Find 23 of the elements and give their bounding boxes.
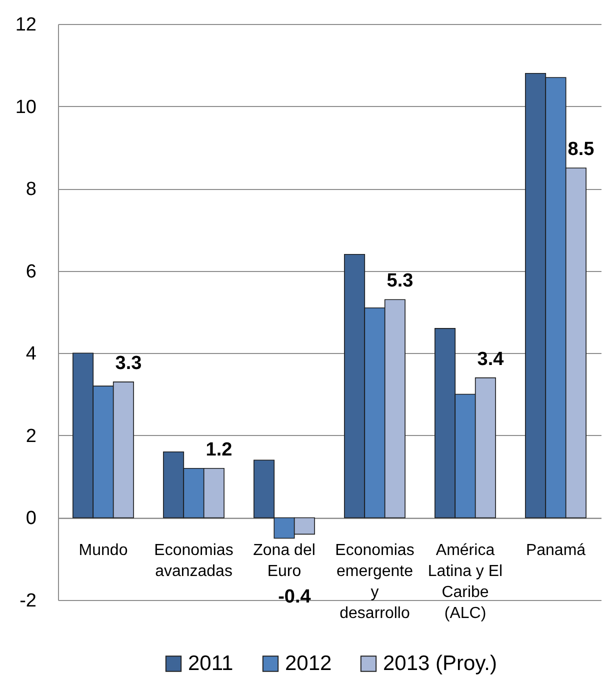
data-label: 3.3: [115, 352, 142, 374]
legend-label: 2011: [188, 652, 234, 675]
data-label: 3.4: [477, 348, 504, 370]
x-tick-label: Mundo: [78, 542, 128, 560]
x-tick-label: América Latina y El Caribe (ALC): [428, 542, 503, 622]
y-tick-label: 8: [26, 179, 36, 200]
legend-label: 2012: [285, 652, 332, 675]
data-label: 5.3: [386, 270, 414, 292]
y-tick-label: 10: [15, 96, 36, 118]
y-tick-label: -2: [20, 590, 36, 612]
legend-label: 2013 (Proy.): [383, 652, 497, 675]
y-tick-label: 4: [26, 344, 37, 365]
x-tick-label: Economias avanzadas: [154, 542, 234, 580]
data-label: 1.2: [206, 439, 232, 460]
data-label: -0.4: [278, 586, 312, 608]
x-tick-label: Panamá: [526, 542, 586, 560]
y-tick-label: 0: [26, 508, 36, 530]
data-label: 8.5: [568, 139, 595, 160]
y-tick-label: 2: [26, 426, 36, 447]
x-tick-label: Economias emergente y desarrollo: [335, 542, 414, 622]
y-tick-label: 6: [26, 261, 36, 282]
x-tick-label: Zona del Euro: [253, 542, 316, 580]
y-tick-label: 12: [15, 14, 36, 36]
